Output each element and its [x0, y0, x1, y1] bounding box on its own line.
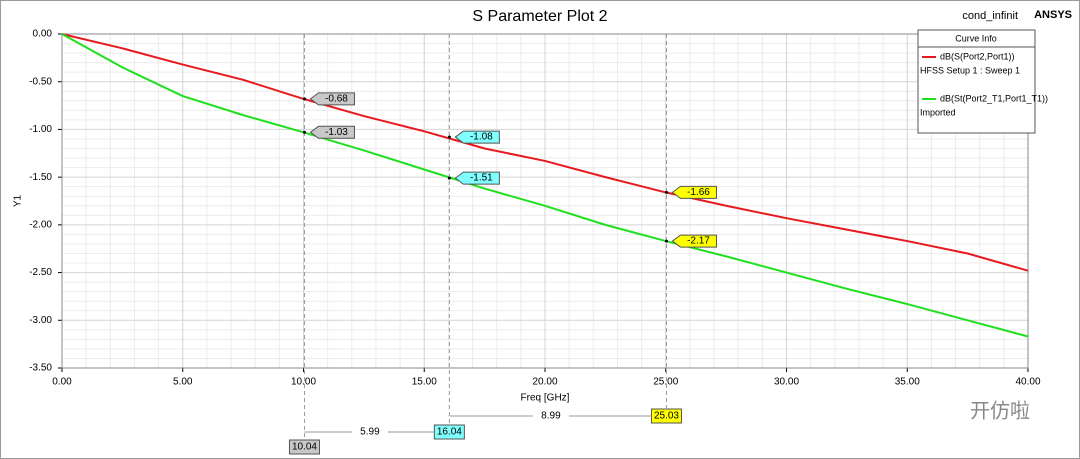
- marker-x-label: 25.03: [654, 411, 679, 422]
- y-tick-label: -2.50: [29, 267, 52, 278]
- marker-label-box: [309, 125, 355, 139]
- delta-label-bg: [532, 409, 569, 423]
- marker-value-label: -2.17: [687, 236, 710, 247]
- y-tick-label: -2.00: [29, 219, 52, 230]
- marker-label-box: [454, 130, 500, 144]
- series-line: [61, 33, 1029, 338]
- x-tick-label: 15.00: [412, 377, 437, 388]
- marker-point: [447, 135, 451, 139]
- y-tick-label: -1.50: [29, 172, 52, 183]
- legend-source: Imported: [920, 107, 956, 117]
- marker-point: [302, 97, 306, 101]
- legend-title: Curve Info: [955, 33, 997, 43]
- x-tick-label: 40.00: [1015, 377, 1040, 388]
- series-line: [61, 33, 1029, 272]
- delta-label: 8.99: [541, 411, 561, 422]
- delta-label-bg: [351, 425, 388, 439]
- design-name: cond_infinit: [962, 10, 1018, 22]
- marker-label-box: [671, 185, 717, 199]
- delta-label: 5.99: [360, 427, 380, 438]
- x-tick-label: 10.00: [291, 377, 316, 388]
- watermark: 开仿啦: [970, 399, 1030, 422]
- marker-label-box: [671, 234, 717, 248]
- marker-x-label: 10.04: [292, 442, 317, 453]
- y-tick-label: -1.00: [29, 124, 52, 135]
- legend-source: HFSS Setup 1 : Sweep 1: [920, 65, 1020, 75]
- x-tick-label: 25.00: [653, 377, 678, 388]
- y-tick-label: -0.50: [29, 76, 52, 87]
- x-tick-label: 30.00: [774, 377, 799, 388]
- x-tick-label: 0.00: [52, 377, 72, 388]
- legend-entry: dB(St(Port2_T1,Port1_T1)): [940, 93, 1048, 103]
- marker-x-box: [288, 439, 320, 455]
- marker-label-box: [309, 92, 355, 106]
- x-tick-label: 35.00: [895, 377, 920, 388]
- marker-point: [302, 130, 306, 134]
- chart-title: S Parameter Plot 2: [472, 8, 607, 25]
- marker-point: [664, 190, 668, 194]
- marker-label-box: [454, 171, 500, 185]
- marker-value-label: -1.66: [687, 187, 710, 198]
- plot-border: [61, 33, 1029, 369]
- brand: ANSYS: [1034, 9, 1072, 21]
- y-tick-label: -3.00: [29, 315, 52, 326]
- legend-entry: dB(S(Port2,Port1)): [940, 51, 1015, 61]
- marker-value-label: -1.51: [470, 173, 493, 184]
- legend-box: [917, 29, 1036, 134]
- y-tick-label: 0.00: [33, 29, 53, 40]
- marker-value-label: -1.03: [325, 127, 348, 138]
- x-tick-label: 5.00: [173, 377, 193, 388]
- marker-point: [664, 239, 668, 243]
- y-tick-label: -3.50: [29, 363, 52, 374]
- marker-point: [447, 176, 451, 180]
- x-tick-label: 20.00: [532, 377, 557, 388]
- y-axis-label: Y1: [13, 194, 24, 207]
- marker-value-label: -1.08: [470, 132, 493, 143]
- marker-value-label: -0.68: [325, 94, 348, 105]
- marker-x-label: 16.04: [437, 427, 462, 438]
- x-axis-label: Freq [GHz]: [521, 393, 570, 404]
